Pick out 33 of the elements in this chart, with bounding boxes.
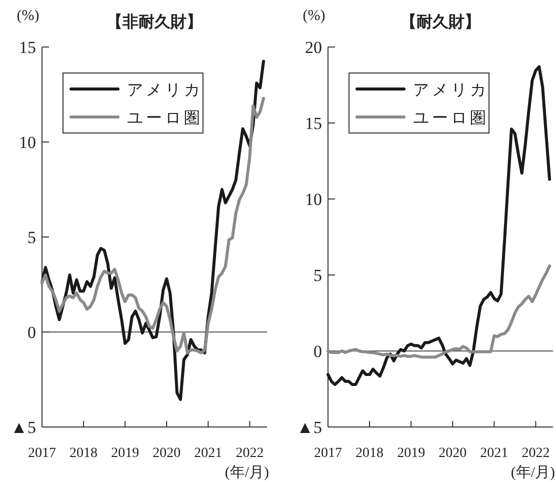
xtick-label: 2019	[111, 446, 140, 461]
title: 【耐久財】	[400, 14, 480, 31]
ytick-label: 20	[305, 38, 322, 57]
ytick-label: ▲5	[296, 418, 322, 437]
ytick-label: 0	[28, 323, 36, 342]
legend-label: アメリカ	[413, 82, 489, 99]
xtick-label: 2017	[314, 446, 342, 461]
ytick-label: 10	[19, 133, 36, 152]
ytick-label: 5	[314, 266, 322, 285]
ytick-label: 15	[305, 114, 322, 133]
legend-label: ユーロ圏	[127, 110, 203, 127]
xtick-label: 2020	[438, 446, 467, 461]
ytick-label: ▲5	[10, 418, 36, 437]
ylabel: (%)	[302, 8, 326, 24]
xtick-label: 2020	[152, 446, 181, 461]
legend-label: ユーロ圏	[413, 110, 489, 127]
xtick-label: 2018	[356, 446, 384, 461]
ytick-label: 15	[19, 38, 36, 57]
xlabel: (年/月)	[224, 465, 269, 481]
ylabel: (%)	[16, 8, 40, 24]
xtick-label: 2022	[236, 446, 264, 461]
xtick-label: 2019	[397, 446, 426, 461]
xtick-label: 2022	[522, 446, 550, 461]
legend-label: アメリカ	[127, 82, 203, 99]
xtick-label: 2021	[480, 446, 508, 461]
ytick-label: 0	[314, 342, 322, 361]
xlabel: (年/月)	[510, 465, 555, 481]
xtick-label: 2018	[70, 446, 98, 461]
ytick-label: 10	[305, 190, 322, 209]
ytick-label: 5	[28, 228, 36, 247]
xtick-label: 2017	[28, 446, 56, 461]
title: 【非耐久財】	[106, 14, 202, 31]
xtick-label: 2021	[194, 446, 222, 461]
